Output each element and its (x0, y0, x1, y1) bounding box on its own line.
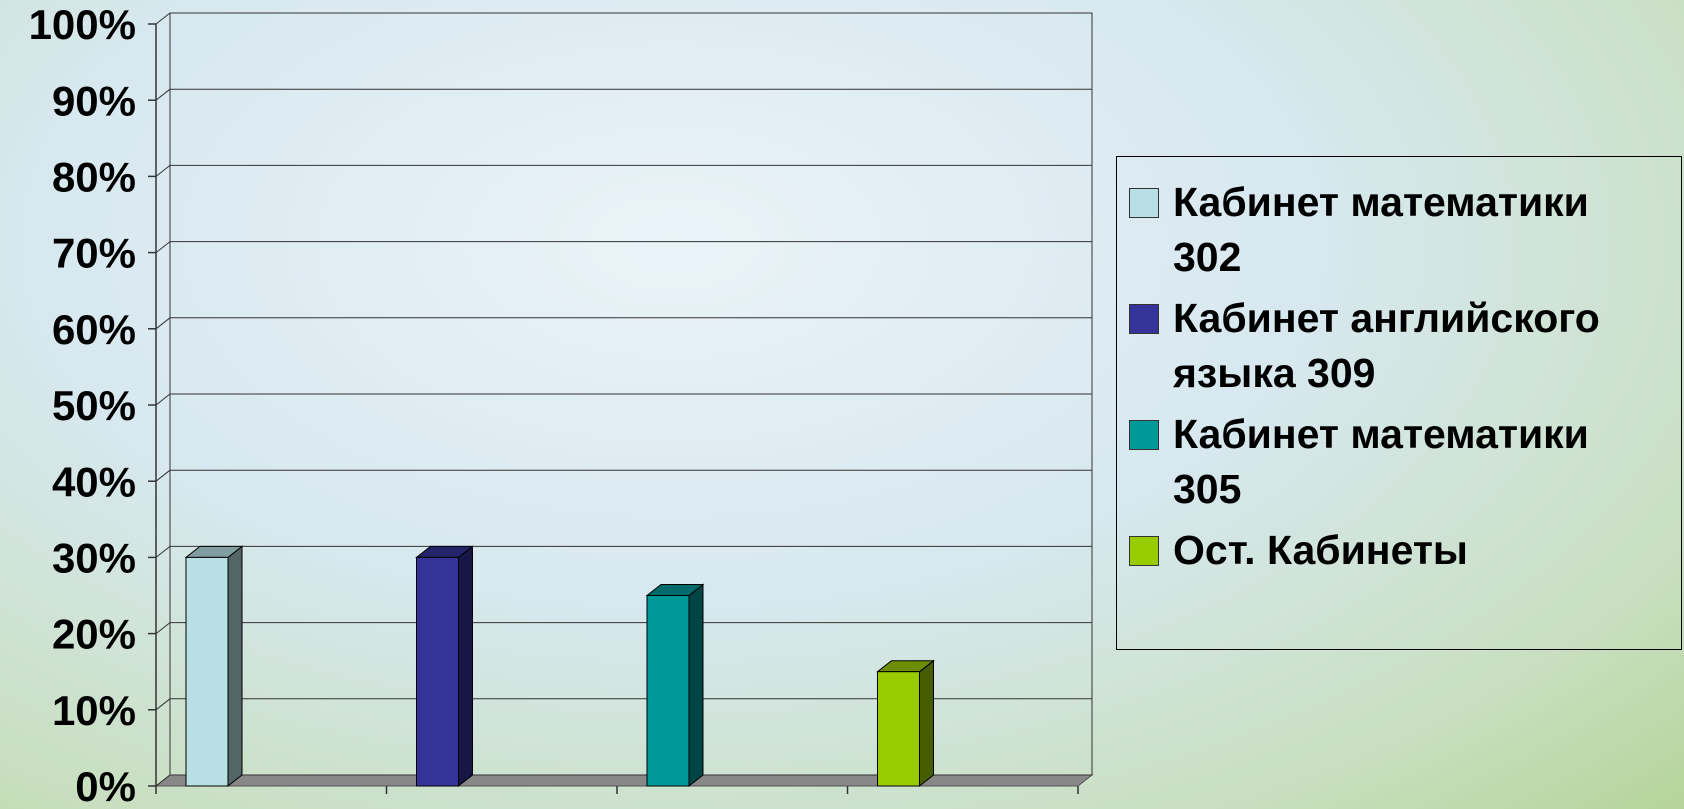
bar-side (920, 661, 934, 786)
bar-side (228, 546, 242, 786)
legend-swatch (1129, 304, 1159, 334)
legend-label: Ост. Кабинеты (1173, 523, 1663, 578)
legend-swatch (1129, 188, 1159, 218)
legend-item: Кабинет математики 302 (1129, 175, 1681, 285)
y-tick-label: 80% (52, 153, 136, 200)
grid-line (156, 546, 170, 557)
legend-label: Кабинет английского языка 309 (1173, 291, 1663, 401)
legend-item: Кабинет английского языка 309 (1129, 291, 1681, 401)
y-tick-label: 70% (52, 230, 136, 277)
grid-line (156, 165, 170, 176)
y-tick-label: 10% (52, 687, 136, 734)
legend-item: Кабинет математики 305 (1129, 407, 1681, 517)
y-tick-label: 30% (52, 534, 136, 581)
bar (878, 672, 920, 786)
grid-line (156, 242, 170, 253)
legend-label: Кабинет математики 302 (1173, 175, 1663, 285)
bar-side (459, 546, 473, 786)
bar (647, 596, 689, 787)
grid-line (156, 623, 170, 634)
legend-swatch (1129, 536, 1159, 566)
grid-line (156, 13, 170, 24)
y-tick-label: 20% (52, 611, 136, 658)
bar (417, 557, 459, 786)
y-tick-label: 90% (52, 77, 136, 124)
legend-label: Кабинет математики 305 (1173, 407, 1663, 517)
y-tick-label: 40% (52, 458, 136, 505)
bar (186, 557, 228, 786)
y-tick-label: 50% (52, 382, 136, 429)
grid-line (156, 394, 170, 405)
y-tick-label: 100% (29, 1, 136, 48)
floor (156, 775, 1092, 786)
y-tick-label: 0% (75, 763, 136, 809)
grid-line (156, 470, 170, 481)
page: 0% 10% 20% 30% 40% 50% 60% 70% 80% 90% 100% Кабине… (0, 0, 1684, 809)
y-tick-label: 60% (52, 306, 136, 353)
legend-item: Ост. Кабинеты (1129, 523, 1681, 578)
grid-line (156, 318, 170, 329)
grid-line (156, 699, 170, 710)
legend-swatch (1129, 420, 1159, 450)
bar-side (689, 585, 703, 787)
grid-line (156, 89, 170, 100)
